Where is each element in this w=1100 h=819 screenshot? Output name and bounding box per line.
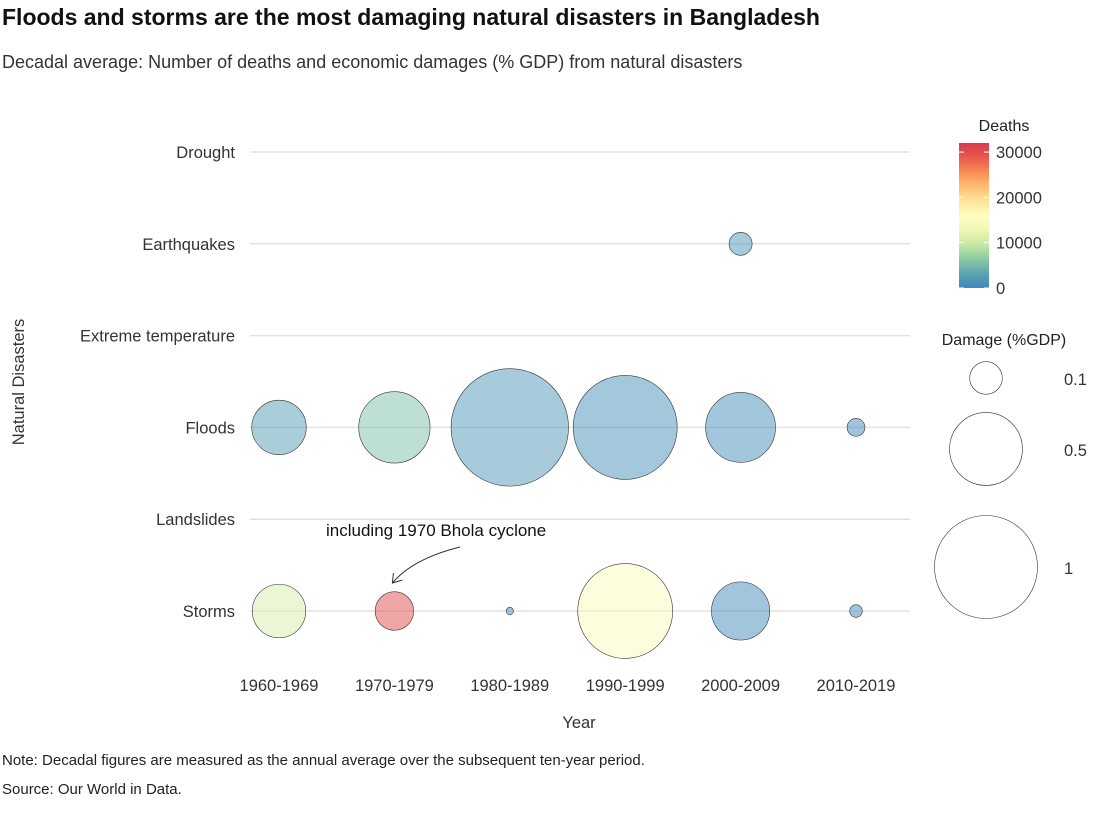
bubble-floods-1980-1989 bbox=[450, 368, 569, 487]
bubble-floods-2010-2019 bbox=[846, 418, 866, 437]
x-axis-title: Year bbox=[562, 714, 596, 732]
source-note: Source: Our World in Data. bbox=[2, 781, 182, 798]
x-tick-1980-1989: 1980-1989 bbox=[470, 677, 549, 695]
x-axis-labels: 1960-1969 1970-1979 1980-1989 1990-1999 2000… bbox=[240, 677, 896, 695]
size-legend-circle-1 bbox=[934, 515, 1038, 619]
y-label-drought: Drought bbox=[176, 144, 235, 162]
bubble-storms-1960-1969 bbox=[251, 583, 307, 639]
x-tick-1970-1979: 1970-1979 bbox=[355, 677, 434, 695]
bubble-storms-2000-2009 bbox=[711, 581, 771, 641]
color-legend-tick-30000: 30000 bbox=[996, 144, 1042, 162]
x-tick-2010-2019: 2010-2019 bbox=[817, 677, 896, 695]
bubble-storms-1990-1999 bbox=[577, 563, 673, 659]
y-axis-labels: Drought Earthquakes Extreme temperature Flo… bbox=[80, 144, 235, 621]
annotation-arrow bbox=[392, 546, 461, 584]
bubble-floods-2000-2009 bbox=[705, 392, 776, 463]
bubble-floods-1960-1969 bbox=[251, 399, 307, 455]
y-axis-title: Natural Disasters bbox=[10, 319, 28, 446]
color-legend-tick-10000: 10000 bbox=[996, 235, 1042, 253]
color-legend-tick-0: 0 bbox=[996, 280, 1005, 298]
size-legend-label-1: 1 bbox=[1064, 560, 1073, 578]
deaths-color-legend: Deaths 30000 20000 10000 0 bbox=[959, 118, 1042, 298]
chart-subtitle: Decadal average: Number of deaths and ec… bbox=[2, 52, 743, 72]
damage-size-legend: Damage (%GDP) 0.1 0.5 1 bbox=[934, 332, 1087, 619]
y-label-floods: Floods bbox=[185, 419, 235, 437]
x-tick-1960-1969: 1960-1969 bbox=[240, 677, 319, 695]
size-legend-label-0-1: 0.1 bbox=[1064, 371, 1087, 389]
color-legend-title: Deaths bbox=[979, 118, 1030, 135]
annotation-text: including 1970 Bhola cyclone bbox=[326, 521, 546, 540]
size-legend-circle-0-1 bbox=[969, 361, 1003, 395]
bubble-earthquakes-2000-2009 bbox=[728, 231, 753, 256]
size-legend-title: Damage (%GDP) bbox=[942, 332, 1066, 349]
size-legend-circle-0-5 bbox=[949, 412, 1023, 486]
bubble-floods-1990-1999 bbox=[572, 375, 678, 480]
size-legend-label-0-5: 0.5 bbox=[1064, 442, 1087, 460]
bubble-floods-1970-1979 bbox=[358, 391, 431, 464]
y-label-extreme-temperature: Extreme temperature bbox=[80, 328, 235, 346]
chart-title: Floods and storms are the most damaging … bbox=[2, 4, 820, 30]
bubbles bbox=[251, 231, 866, 659]
y-label-storms: Storms bbox=[183, 603, 235, 621]
color-legend-tick-20000: 20000 bbox=[996, 189, 1042, 207]
annotation-arrowhead bbox=[391, 572, 403, 584]
x-tick-1990-1999: 1990-1999 bbox=[586, 677, 665, 695]
y-label-earthquakes: Earthquakes bbox=[142, 236, 235, 254]
color-legend-bar bbox=[959, 143, 989, 288]
annotation: including 1970 Bhola cyclone bbox=[326, 521, 546, 584]
bubble-storms-1980-1989 bbox=[505, 607, 514, 615]
x-tick-2000-2009: 2000-2009 bbox=[701, 677, 780, 695]
bubble-storms-1970-1979 bbox=[374, 591, 414, 631]
gridlines bbox=[250, 151, 910, 612]
y-label-landslides: Landslides bbox=[156, 511, 235, 529]
footnote: Note: Decadal figures are measured as th… bbox=[2, 752, 645, 769]
bubble-storms-2010-2019 bbox=[849, 604, 863, 618]
